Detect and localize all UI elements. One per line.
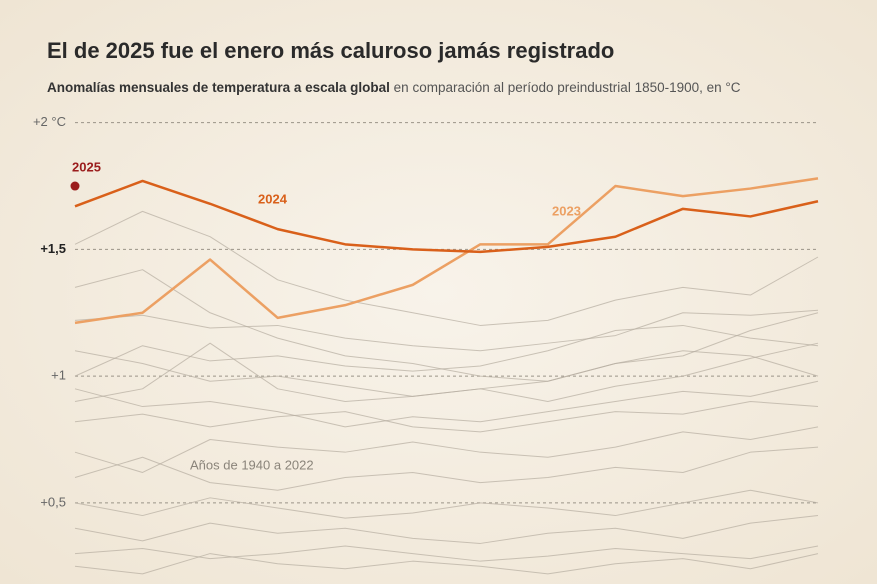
background-line (74, 515, 819, 544)
background-line (74, 309, 819, 352)
background-line (74, 489, 819, 519)
point (70, 181, 80, 191)
annotation: Años de 1940 a 2022 (190, 457, 314, 472)
y-tick-label: +0,5 (40, 494, 66, 509)
background-line (74, 400, 819, 433)
series-line (74, 179, 819, 254)
series-label: 2025 (72, 159, 101, 174)
background-line (74, 380, 819, 428)
grid: +2 °C +1,5 +1 +0,5 (33, 114, 818, 509)
subtitle-bold: Anomalías mensuales de temperatura a esc… (47, 80, 390, 95)
background-line (74, 210, 819, 326)
series-line (74, 177, 819, 325)
y-tick-label: +2 °C (33, 114, 66, 129)
background-line (74, 324, 819, 377)
chart-title: El de 2025 fue el enero más caluroso jam… (47, 38, 614, 63)
background-line (74, 553, 819, 575)
background-line (74, 426, 819, 473)
subtitle: en comparación al período preindustrial … (394, 80, 741, 95)
chart-subtitle: Anomalías mensuales de temperatura a esc… (47, 80, 741, 95)
y-tick-label: +1 (51, 368, 66, 383)
series-label: 2024 (258, 191, 288, 206)
background-line (74, 312, 819, 397)
y-tick-label: +1,5 (40, 241, 66, 256)
lines: 2023 2024 2025 (70, 159, 819, 575)
series-label: 2023 (552, 203, 581, 218)
background-line (74, 446, 819, 491)
